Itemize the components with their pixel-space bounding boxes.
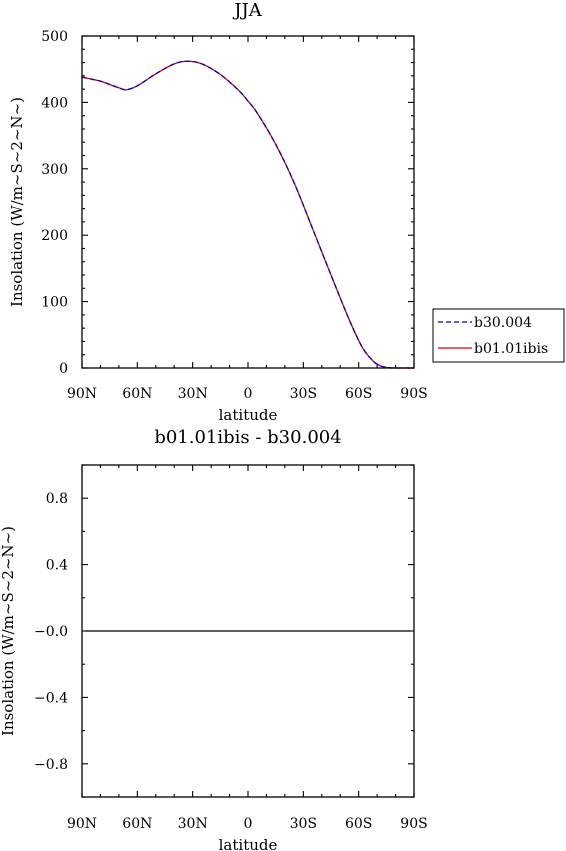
x-tick-label: 30S [290, 386, 317, 402]
legend-label-ibis: b01.01ibis [474, 341, 548, 357]
series-layer [81, 60, 414, 369]
y-tick-label: −0.4 [34, 690, 68, 706]
y-tick-label: 400 [41, 95, 68, 111]
x-tick-label: 30N [178, 386, 208, 402]
plot-frame [81, 464, 415, 798]
plot-frame [81, 35, 415, 369]
ticks: 90N 60N 30N 0 30S 60S 90S −0.8 −0.4 −0.0 0.4 0.8 [34, 464, 428, 832]
chart-title: b01.01ibis - b30.004 [154, 427, 341, 448]
x-tick-label: 90N [67, 816, 97, 832]
y-axis-title: Insolation (W/m~S~2~N~) [0, 526, 17, 736]
y-tick-label: 300 [41, 162, 68, 178]
y-tick-label: 100 [41, 295, 68, 311]
y-axis-title: Insolation (W/m~S~2~N~) [8, 97, 26, 307]
ticks: 90N 60N 30N 0 30S 60S 90S 0 100 200 300 400 500 [41, 29, 427, 402]
legend: b30.004 b01.01ibis [432, 308, 565, 363]
x-tick-label: 60N [122, 386, 152, 402]
y-tick-label: 200 [41, 228, 68, 244]
x-tick-label: 30S [290, 816, 317, 832]
y-tick-label: 500 [41, 29, 68, 45]
series-line-b01-01ibis [81, 60, 414, 369]
y-tick-label: 0.4 [46, 558, 68, 574]
x-tick-label: 60S [345, 816, 372, 832]
chart-title: JJA [232, 0, 262, 21]
x-tick-label: 0 [244, 386, 253, 402]
x-axis-title: latitude [219, 836, 278, 851]
x-axis-title: latitude [219, 406, 278, 424]
x-tick-label: 90N [67, 386, 97, 402]
y-tick-label: 0.8 [46, 491, 68, 507]
y-tick-label: 0 [59, 361, 68, 377]
x-tick-label: 90S [400, 816, 427, 832]
x-tick-label: 90S [400, 386, 427, 402]
x-tick-label: 60N [122, 816, 152, 832]
insolation-panel: JJA latitude Insolation (W/m~S~2~N~) 90N… [8, 0, 565, 424]
legend-label-b30: b30.004 [474, 315, 532, 331]
series-line-b30-004 [81, 60, 414, 369]
x-tick-label: 0 [244, 816, 253, 832]
y-tick-label: −0.0 [34, 624, 68, 640]
x-tick-label: 30N [178, 816, 208, 832]
legend-box [432, 308, 565, 363]
difference-panel: b01.01ibis - b30.004 latitude Insolation… [0, 427, 428, 851]
y-tick-label: −0.8 [34, 757, 68, 773]
x-tick-label: 60S [345, 386, 372, 402]
